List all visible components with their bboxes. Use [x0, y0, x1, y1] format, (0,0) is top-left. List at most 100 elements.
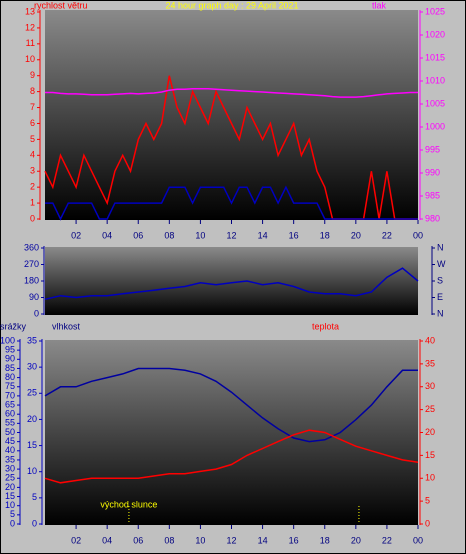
y-tick-label: 65 — [5, 399, 15, 409]
annotation: východ slunce — [100, 499, 157, 509]
x-tick-label: 18 — [320, 230, 330, 240]
y-tick-label: 1015 — [425, 52, 445, 62]
y-tick-label: 35 — [27, 335, 37, 345]
y-tick-label: 20 — [27, 414, 37, 424]
y-tick-label: 75 — [5, 381, 15, 391]
y-tick-label: 1005 — [425, 98, 445, 108]
x-tick-label: 16 — [289, 535, 299, 545]
y-tick-label: S — [437, 275, 443, 285]
x-tick-label: 04 — [102, 230, 112, 240]
y-tick-label: 50 — [5, 427, 15, 437]
y-tick-label: W — [437, 259, 446, 269]
y-tick-label: 8 — [30, 86, 35, 96]
y-tick-label: 25 — [27, 388, 37, 398]
x-tick-label: 06 — [133, 230, 143, 240]
y-tick-label: 25 — [425, 404, 435, 414]
y-tick-label: 45 — [5, 436, 15, 446]
y-tick-label: N — [437, 308, 444, 318]
y-tick-label: 0 — [30, 213, 35, 223]
y-tick-label: 12 — [25, 22, 35, 32]
x-tick-label: 00 — [413, 535, 423, 545]
series-line — [45, 88, 418, 98]
series-line — [44, 429, 419, 484]
y-tick-label: 1025 — [425, 6, 445, 16]
x-tick-label: 12 — [226, 230, 236, 240]
x-tick-label: 16 — [289, 230, 299, 240]
y-tick-label: 90 — [29, 292, 39, 302]
y-tick-label: 60 — [5, 409, 15, 419]
y-tick-label: 10 — [25, 54, 35, 64]
y-tick-label: 40 — [5, 445, 15, 455]
x-tick-label: 02 — [71, 535, 81, 545]
x-tick-label: 22 — [382, 230, 392, 240]
x-tick-label: 18 — [320, 535, 330, 545]
axis-title: vlhkost — [52, 321, 81, 331]
y-tick-label: 1010 — [425, 75, 445, 85]
y-tick-label: 9 — [30, 70, 35, 80]
y-tick-label: 1 — [30, 197, 35, 207]
y-tick-label: 90 — [5, 354, 15, 364]
x-tick-label: 04 — [102, 535, 112, 545]
x-tick-label: 06 — [133, 535, 143, 545]
chart-title: 24 hour graph day : 29 April 2021 — [165, 0, 298, 10]
y-tick-label: 180 — [24, 275, 39, 285]
y-tick-label: 80 — [5, 372, 15, 382]
y-tick-label: 100 — [0, 335, 15, 345]
y-tick-label: 3 — [30, 166, 35, 176]
x-tick-label: 10 — [195, 230, 205, 240]
y-tick-label: 20 — [425, 427, 435, 437]
y-tick-label: 0 — [10, 518, 15, 528]
series-line — [45, 185, 418, 221]
y-tick-label: E — [437, 292, 443, 302]
plot-area — [45, 340, 418, 525]
y-tick-label: 7 — [30, 102, 35, 112]
y-tick-label: 20 — [5, 482, 15, 492]
y-tick-label: 10 — [27, 466, 37, 476]
plot-area — [45, 10, 418, 220]
y-tick-label: 85 — [5, 363, 15, 373]
y-tick-label: 30 — [425, 381, 435, 391]
y-tick-label: 270 — [24, 259, 39, 269]
y-tick-label: 70 — [5, 390, 15, 400]
axis-title: teplota — [312, 321, 339, 331]
y-tick-label: 55 — [5, 418, 15, 428]
y-tick-label: 995 — [425, 144, 440, 154]
y-tick-label: 35 — [5, 454, 15, 464]
axis-title: tlak — [372, 0, 387, 10]
y-tick-label: N — [437, 242, 444, 252]
y-tick-label: 95 — [5, 345, 15, 355]
y-tick-label: 0 — [34, 308, 39, 318]
y-tick-label: 5 — [425, 496, 430, 506]
y-tick-label: 5 — [30, 134, 35, 144]
y-tick-label: 980 — [425, 213, 440, 223]
axis-title: srážky — [0, 321, 27, 331]
y-tick-label: 10 — [5, 500, 15, 510]
axis-title: rychlost větru — [34, 0, 88, 10]
y-tick-label: 6 — [30, 118, 35, 128]
x-tick-label: 22 — [382, 535, 392, 545]
y-tick-label: 985 — [425, 190, 440, 200]
x-tick-label: 20 — [351, 230, 361, 240]
y-tick-label: 2 — [30, 182, 35, 192]
y-tick-label: 360 — [24, 242, 39, 252]
x-tick-label: 10 — [195, 535, 205, 545]
series-line — [44, 367, 418, 443]
y-tick-label: 1000 — [425, 121, 445, 131]
y-tick-label: 0 — [425, 518, 430, 528]
x-tick-label: 00 — [413, 230, 423, 240]
x-tick-label: 14 — [258, 535, 268, 545]
y-tick-label: 11 — [26, 38, 35, 48]
y-tick-label: 25 — [5, 473, 15, 483]
y-tick-label: 15 — [5, 491, 15, 501]
plot-area — [45, 247, 418, 315]
y-tick-label: 40 — [425, 335, 435, 345]
y-tick-label: 30 — [5, 463, 15, 473]
x-tick-label: 14 — [258, 230, 268, 240]
y-tick-label: 1020 — [425, 29, 445, 39]
x-tick-label: 08 — [164, 230, 174, 240]
y-tick-label: 5 — [10, 509, 15, 519]
y-tick-label: 15 — [27, 440, 37, 450]
y-tick-label: 13 — [25, 6, 35, 16]
y-tick-label: 15 — [425, 450, 435, 460]
